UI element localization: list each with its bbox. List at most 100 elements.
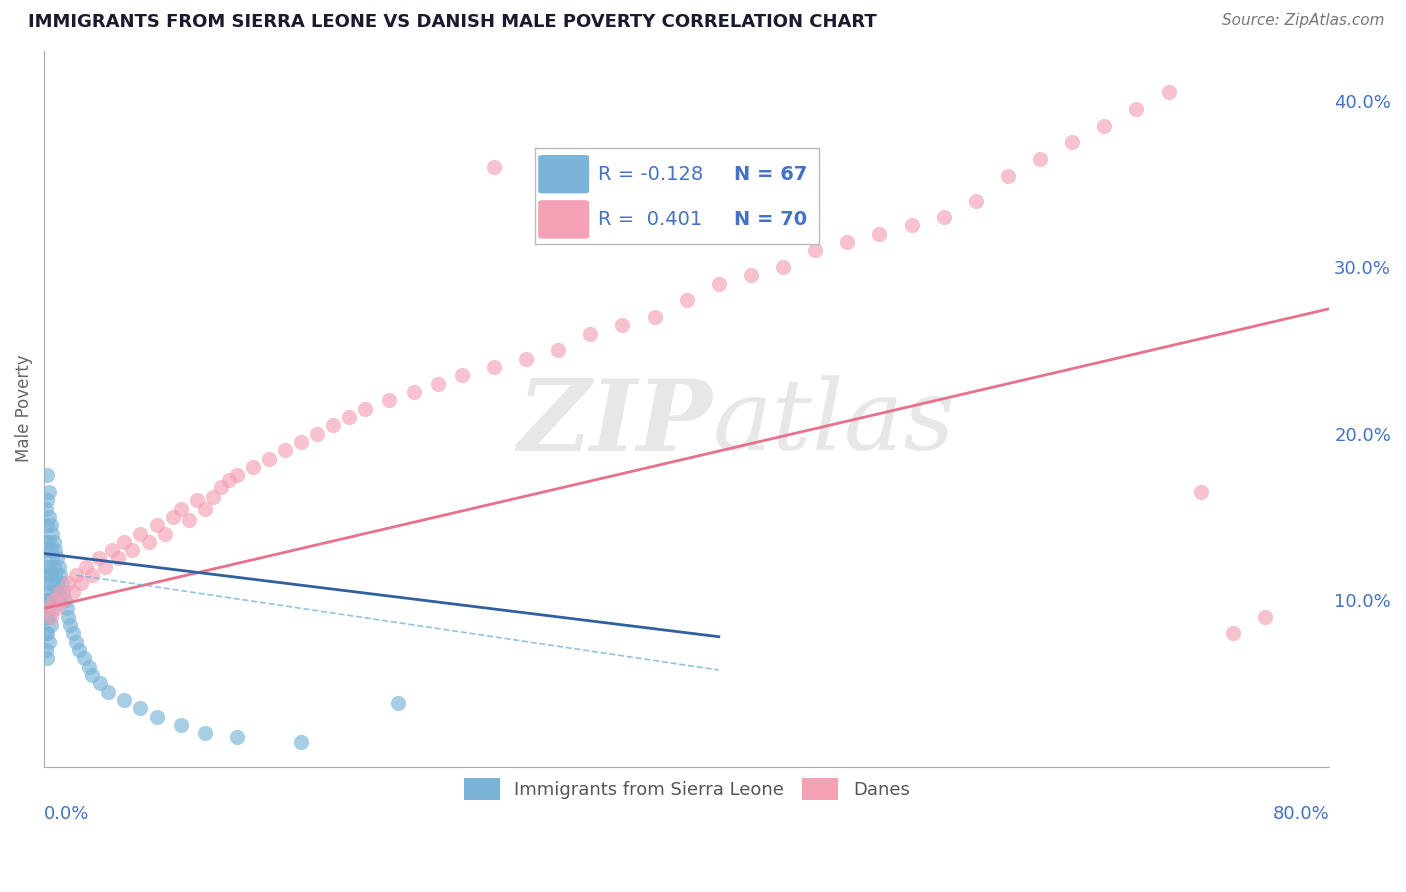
Point xyxy=(145,518,167,533)
Point xyxy=(39,518,62,533)
Point xyxy=(387,696,409,710)
Point xyxy=(39,543,62,558)
Point xyxy=(209,480,232,494)
Point xyxy=(675,293,697,308)
Point xyxy=(218,473,240,487)
Point xyxy=(100,543,122,558)
Point xyxy=(242,459,264,474)
Point xyxy=(44,593,66,607)
Point xyxy=(114,534,136,549)
Point xyxy=(35,559,58,574)
Point xyxy=(38,484,60,499)
Text: R = -0.128: R = -0.128 xyxy=(598,165,703,184)
Point xyxy=(169,718,191,732)
Point xyxy=(58,609,80,624)
Point xyxy=(869,227,891,241)
Point xyxy=(129,701,152,715)
Point xyxy=(162,509,184,524)
Point xyxy=(515,351,537,366)
Point xyxy=(41,551,63,566)
Y-axis label: Male Poverty: Male Poverty xyxy=(15,355,32,462)
Point xyxy=(62,584,84,599)
Point xyxy=(37,468,59,483)
Point xyxy=(52,593,75,607)
Point xyxy=(138,534,160,549)
Point xyxy=(337,409,360,424)
Point xyxy=(39,609,62,624)
Point xyxy=(65,568,87,582)
Point xyxy=(707,277,730,291)
Point xyxy=(46,601,69,615)
Point xyxy=(44,568,66,582)
Point xyxy=(42,534,65,549)
FancyBboxPatch shape xyxy=(538,200,589,239)
Point xyxy=(1254,609,1277,624)
Point xyxy=(49,568,72,582)
Point xyxy=(177,513,200,527)
Point xyxy=(1062,135,1084,149)
Point xyxy=(225,730,247,744)
Point xyxy=(37,609,59,624)
Point xyxy=(129,526,152,541)
Point xyxy=(612,318,634,333)
Point xyxy=(547,343,569,358)
Point xyxy=(41,576,63,591)
Text: N = 70: N = 70 xyxy=(734,210,807,229)
Point xyxy=(77,659,100,673)
Point xyxy=(69,643,91,657)
FancyBboxPatch shape xyxy=(538,155,589,194)
Point xyxy=(290,734,312,748)
Point xyxy=(1157,85,1180,99)
Point xyxy=(49,593,72,607)
Point xyxy=(41,526,63,541)
Point xyxy=(44,543,66,558)
Point xyxy=(450,368,472,383)
Point xyxy=(1092,119,1115,133)
Point xyxy=(900,219,922,233)
Point xyxy=(644,177,666,191)
Text: 0.0%: 0.0% xyxy=(44,805,90,823)
Point xyxy=(38,609,60,624)
Point xyxy=(194,726,217,740)
Point xyxy=(644,310,666,324)
Point xyxy=(932,210,955,224)
Point xyxy=(274,443,297,458)
Point xyxy=(37,593,59,607)
Point xyxy=(35,593,58,607)
Point xyxy=(201,490,224,504)
Point xyxy=(39,593,62,607)
Point xyxy=(87,551,110,566)
Point xyxy=(46,551,69,566)
Point xyxy=(89,676,111,690)
Point xyxy=(94,559,117,574)
Point xyxy=(39,618,62,632)
Point xyxy=(48,584,70,599)
Point xyxy=(1222,626,1244,640)
Point xyxy=(290,434,312,449)
Point xyxy=(37,568,59,582)
Point xyxy=(145,709,167,723)
Point xyxy=(772,260,794,274)
Point xyxy=(37,493,59,508)
Point xyxy=(307,426,329,441)
Point xyxy=(70,576,93,591)
Legend: Immigrants from Sierra Leone, Danes: Immigrants from Sierra Leone, Danes xyxy=(457,772,917,807)
Point xyxy=(58,576,80,591)
Point xyxy=(82,568,104,582)
Point xyxy=(37,601,59,615)
Point xyxy=(579,326,602,341)
Point xyxy=(35,576,58,591)
Point xyxy=(38,509,60,524)
Point xyxy=(35,501,58,516)
Point xyxy=(997,169,1019,183)
Point xyxy=(482,359,505,374)
Point xyxy=(107,551,129,566)
Point xyxy=(35,609,58,624)
Point xyxy=(35,626,58,640)
Point xyxy=(35,643,58,657)
Text: Source: ZipAtlas.com: Source: ZipAtlas.com xyxy=(1222,13,1385,29)
Point xyxy=(38,559,60,574)
Point xyxy=(52,584,75,599)
Point xyxy=(121,543,143,558)
Text: N = 67: N = 67 xyxy=(734,165,807,184)
